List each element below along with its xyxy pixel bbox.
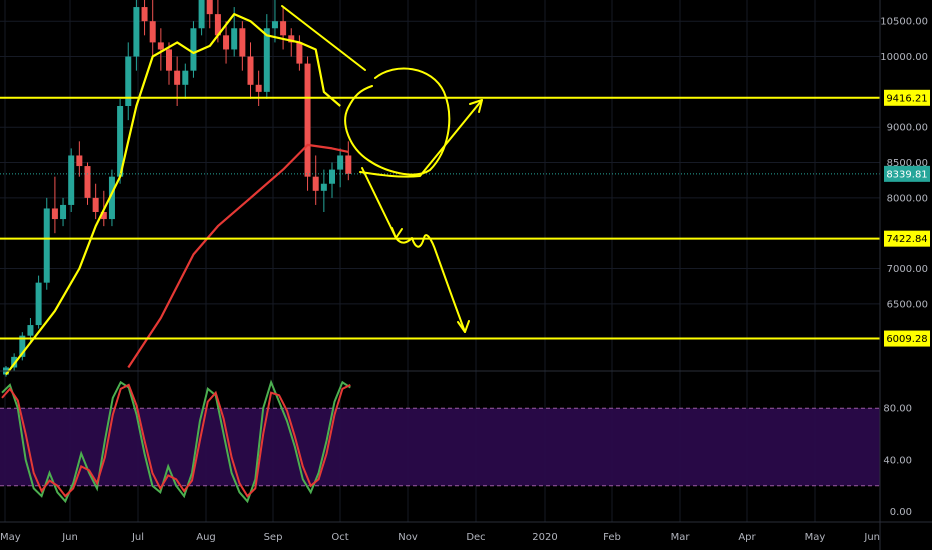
time-tick-label-2: Jul: [131, 532, 144, 543]
projection-arrow-down: [361, 167, 466, 333]
price-tag-label-0: 9416.21: [886, 93, 927, 104]
candle-body-23: [190, 28, 197, 71]
price-tick-label-0: 10500.00: [880, 17, 928, 28]
candle-body-20: [166, 49, 172, 71]
stochastic-k-line: [1, 379, 351, 504]
candle-body-39: [320, 183, 327, 191]
candle-body-38: [312, 176, 319, 191]
time-tick-label-10: Mar: [671, 532, 691, 543]
horizontal-price-lines: [0, 96, 880, 340]
candle-body-40: [329, 169, 335, 184]
projection-arrow-up: [359, 99, 483, 178]
time-tick-label-7: Dec: [466, 532, 485, 543]
arrowhead-mid: [391, 227, 403, 239]
time-tick-label-11: Apr: [738, 532, 756, 543]
time-tick-label-3: Aug: [196, 532, 216, 543]
stoch-tick-label-1: 40.00: [883, 455, 912, 466]
candle-body-25: [206, 0, 213, 15]
candle-body-35: [288, 35, 295, 43]
candle-body-15: [125, 56, 132, 106]
price-tick-label-6: 6500.00: [887, 299, 928, 310]
moving-average-1: [127, 143, 349, 369]
candle-body-4: [35, 282, 42, 326]
stochastic-d-line: [1, 383, 351, 498]
price-tick-label-3: 8500.00: [887, 158, 928, 169]
candle-body-9: [76, 155, 83, 167]
hand-drawings: [281, 5, 483, 333]
price-tag-label-2: 6009.28: [886, 334, 927, 345]
candle-body-21: [174, 70, 181, 85]
time-tick-label-9: Feb: [603, 532, 621, 543]
time-axis[interactable]: May Jun Jul Aug Sep Oct Nov Dec 2020 Feb Mar Apr May…: [0, 532, 880, 543]
candles: [3, 0, 352, 377]
moving-average-0: [5, 13, 341, 376]
candle-body-22: [182, 70, 189, 85]
time-tick-label-1: Jun: [61, 532, 78, 543]
time-tick-label-4: Sep: [264, 532, 283, 543]
candle-body-37: [304, 63, 311, 177]
candle-body-16: [133, 7, 140, 57]
price-axis[interactable]: 10500.00 10000.00 9000.00 8500.00 8000.00 700…: [880, 17, 928, 311]
candle-body-8: [68, 155, 75, 205]
candle-body-19: [157, 42, 164, 50]
price-tag-box-1: [884, 230, 930, 247]
time-tick-label-12: May: [805, 532, 826, 543]
stoch-tick-label-0: 80.00: [883, 404, 912, 415]
candle-body-29: [239, 28, 246, 57]
candle-body-3: [27, 325, 34, 336]
candle-body-6: [51, 208, 58, 220]
stochastic-axis[interactable]: 80.00 40.00 0.00: [883, 404, 912, 518]
candle-body-41: [337, 155, 344, 170]
arrowhead-down: [457, 320, 470, 333]
time-tick-label-13: Jun: [863, 532, 880, 543]
candle-body-12: [100, 212, 107, 220]
price-tag-box-3: [884, 165, 930, 182]
projection-circle: [344, 67, 451, 176]
stochastic-band: [0, 408, 880, 486]
price-tick-label-2: 9000.00: [887, 123, 928, 134]
candle-body-18: [149, 21, 156, 43]
time-tick-label-8: 2020: [532, 532, 557, 543]
candle-body-33: [271, 21, 278, 29]
price-tag-box-2: [884, 330, 930, 347]
price-tick-label-5: 7000.00: [887, 264, 928, 275]
price-tags: 9416.21 7422.84 6009.28 8339.81: [884, 89, 930, 347]
trend-line: [281, 5, 366, 71]
price-tick-label-4: 8000.00: [887, 193, 928, 204]
candle-body-42: [345, 155, 352, 174]
candle-body-30: [247, 56, 254, 85]
candle-body-34: [280, 21, 287, 36]
time-tick-label-6: Nov: [398, 532, 418, 543]
time-tick-label-0: May: [0, 532, 21, 543]
candle-body-13: [108, 176, 115, 220]
arrowhead-up: [469, 99, 483, 113]
candle-body-2: [19, 335, 26, 357]
candle-body-26: [214, 14, 221, 36]
time-tick-label-5: Oct: [331, 532, 348, 543]
candle-body-36: [296, 42, 303, 64]
candle-body-14: [117, 106, 124, 177]
candle-body-17: [141, 7, 148, 22]
candle-body-11: [92, 197, 99, 212]
candle-body-24: [198, 0, 205, 29]
candle-body-27: [223, 35, 230, 50]
moving-averages: [5, 13, 349, 376]
candle-body-28: [231, 28, 238, 50]
stochastic-lines: [1, 379, 351, 504]
candle-body-31: [255, 84, 262, 92]
price-tag-box-0: [884, 89, 930, 106]
price-tag-label-3: 8339.81: [886, 169, 927, 180]
price-tag-label-1: 7422.84: [886, 234, 927, 245]
candle-body-7: [60, 204, 67, 220]
stoch-tick-label-2: 0.00: [890, 507, 912, 518]
candle-body-5: [43, 208, 50, 283]
price-tick-label-1: 10000.00: [880, 52, 928, 63]
candle-body-32: [263, 28, 270, 92]
candle-body-10: [84, 166, 91, 198]
